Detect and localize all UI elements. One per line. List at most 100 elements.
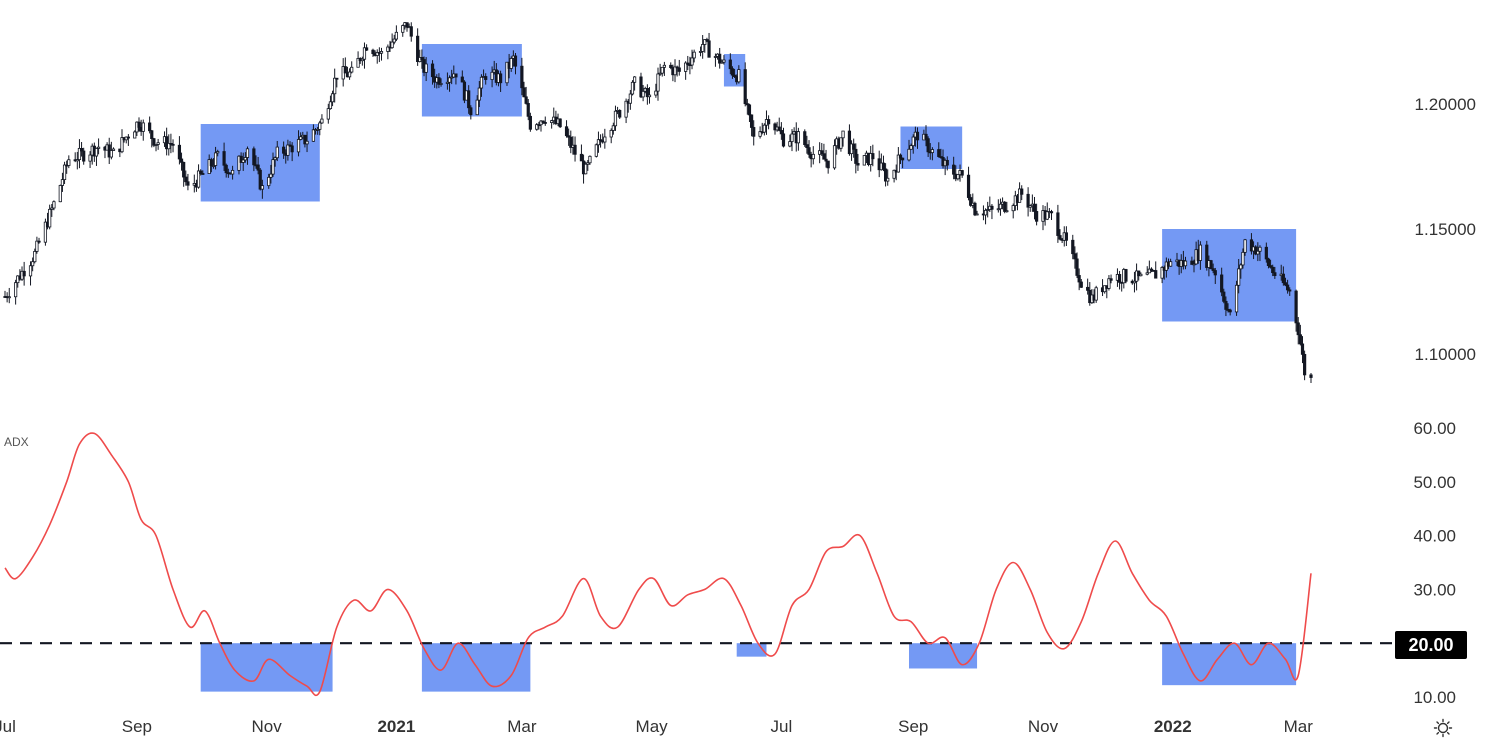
candle-body bbox=[1243, 239, 1247, 253]
candle-body bbox=[820, 150, 824, 155]
candle-body bbox=[460, 76, 464, 83]
candle-body bbox=[966, 174, 971, 198]
adx-low-trend-highlights bbox=[200, 643, 1297, 692]
candle-body bbox=[199, 170, 203, 174]
candle-body bbox=[237, 155, 241, 171]
adx-highlight-box bbox=[1162, 643, 1297, 686]
sun-gear-icon[interactable] bbox=[1433, 718, 1453, 738]
candle-body bbox=[1073, 253, 1077, 260]
candle-body bbox=[490, 71, 494, 80]
time-tick-label: Nov bbox=[1028, 717, 1059, 736]
candle-body bbox=[854, 148, 858, 164]
candle-body bbox=[148, 122, 152, 132]
candle-body bbox=[133, 131, 137, 139]
candle-body bbox=[371, 49, 375, 55]
candle-body bbox=[1213, 270, 1217, 276]
candle-body bbox=[822, 153, 826, 160]
candle-body bbox=[1224, 300, 1228, 310]
candle-body bbox=[177, 144, 182, 160]
candle-body bbox=[245, 148, 250, 158]
adx-highlight-box bbox=[908, 643, 978, 669]
candle-body bbox=[120, 137, 124, 153]
candle-body bbox=[43, 221, 48, 243]
candle-body bbox=[539, 120, 543, 126]
candle-body bbox=[275, 146, 279, 159]
price-tick-label: 1.10000 bbox=[1415, 345, 1476, 364]
adx-tick-label: 10.00 bbox=[1413, 688, 1456, 707]
candle-body bbox=[990, 205, 994, 210]
candle-body bbox=[896, 154, 900, 173]
candle-body bbox=[901, 157, 905, 161]
candle-body bbox=[673, 66, 677, 76]
candle-body bbox=[881, 162, 886, 170]
indicator-label-adx[interactable]: ADX bbox=[4, 435, 29, 449]
candle-body bbox=[975, 213, 979, 216]
candle-body bbox=[584, 163, 588, 175]
time-tick-label: Sep bbox=[122, 717, 152, 736]
candle-body bbox=[852, 143, 856, 150]
candle-body bbox=[996, 208, 1000, 211]
candle-body bbox=[1205, 244, 1209, 268]
candle-body bbox=[96, 146, 101, 149]
candle-body bbox=[886, 177, 890, 182]
candle-body bbox=[788, 141, 792, 147]
candle-body bbox=[1198, 244, 1202, 261]
candle-body bbox=[747, 104, 752, 116]
candle-body bbox=[1237, 268, 1241, 286]
candle-body bbox=[126, 136, 130, 139]
candle-body bbox=[973, 202, 977, 216]
candle-body bbox=[541, 120, 545, 123]
candle-body bbox=[983, 209, 988, 216]
candle-body bbox=[856, 163, 860, 166]
candle-body bbox=[1049, 211, 1054, 214]
candle-body bbox=[1149, 268, 1154, 271]
candle-body bbox=[1281, 273, 1285, 284]
candle-body bbox=[216, 151, 220, 154]
candle-body bbox=[424, 63, 428, 73]
candle-body bbox=[1286, 284, 1290, 291]
time-tick-label: Mar bbox=[1284, 717, 1314, 736]
time-axis[interactable]: Jul Sep Nov 2021 Mar May Jul Sep Nov 2022 Mar bbox=[0, 717, 1313, 736]
candle-body bbox=[469, 107, 473, 116]
candle-body bbox=[658, 72, 662, 75]
candle-body bbox=[703, 39, 707, 45]
candle-body bbox=[656, 73, 660, 92]
adx-line bbox=[4, 432, 1312, 697]
candle-body bbox=[1283, 282, 1288, 286]
candle-body bbox=[1056, 212, 1060, 236]
candle-body bbox=[633, 76, 637, 83]
candle-body bbox=[839, 137, 843, 149]
candle-body bbox=[1211, 268, 1215, 271]
candle-body bbox=[209, 159, 213, 167]
candle-body bbox=[915, 131, 920, 141]
candle-body bbox=[311, 129, 316, 142]
candle-body bbox=[269, 173, 273, 178]
candle-body bbox=[156, 142, 160, 145]
candle-body bbox=[1094, 287, 1098, 301]
adx-highlight-box bbox=[736, 643, 767, 657]
candle-body bbox=[1254, 246, 1258, 255]
candle-body bbox=[1296, 322, 1300, 336]
price-consolidation-highlights bbox=[200, 44, 1297, 322]
candle-body bbox=[730, 68, 735, 76]
candle-body bbox=[1075, 258, 1079, 276]
candle-body bbox=[1294, 290, 1298, 324]
candle-body bbox=[318, 122, 322, 130]
candle-body bbox=[169, 142, 173, 145]
candle-body bbox=[437, 77, 441, 85]
candle-body bbox=[1288, 289, 1292, 292]
adx-highlight-box bbox=[200, 643, 333, 692]
candle-body bbox=[603, 136, 607, 143]
candle-body bbox=[67, 159, 71, 166]
candle-body bbox=[535, 124, 539, 130]
candle-body bbox=[705, 39, 709, 42]
candle-body bbox=[484, 76, 488, 80]
candle-body bbox=[1209, 260, 1213, 270]
candle-body bbox=[960, 170, 964, 176]
candle-body bbox=[1154, 270, 1158, 279]
candle-body bbox=[826, 160, 830, 169]
candle-body bbox=[288, 144, 292, 147]
candle-body bbox=[282, 146, 286, 154]
candle-body bbox=[986, 209, 990, 211]
